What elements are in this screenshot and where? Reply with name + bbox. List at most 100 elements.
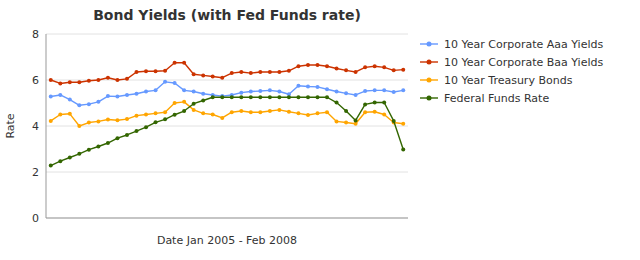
point — [296, 84, 300, 88]
point — [163, 117, 167, 121]
point — [325, 95, 329, 99]
point — [249, 95, 253, 99]
point — [77, 124, 81, 128]
point — [277, 108, 281, 112]
point — [192, 72, 196, 76]
point — [344, 109, 348, 113]
point — [296, 111, 300, 115]
point — [258, 89, 262, 93]
point — [382, 101, 386, 105]
point — [192, 90, 196, 94]
point — [373, 101, 377, 105]
point — [49, 95, 53, 99]
point — [173, 113, 177, 117]
point — [230, 95, 234, 99]
point — [68, 156, 72, 160]
point — [239, 91, 243, 95]
point — [306, 113, 310, 117]
plot-area — [49, 61, 405, 168]
grid — [46, 34, 408, 218]
legend-label: 10 Year Corporate Aaa Yields — [444, 38, 603, 51]
point — [211, 75, 215, 79]
point — [239, 95, 243, 99]
point — [316, 85, 320, 89]
point — [201, 92, 205, 96]
point — [335, 119, 339, 123]
point — [106, 76, 110, 80]
point — [325, 110, 329, 114]
point — [277, 95, 281, 99]
point — [268, 70, 272, 74]
series-line — [51, 102, 403, 126]
point — [173, 61, 177, 65]
point — [106, 141, 110, 145]
point — [201, 73, 205, 77]
point — [115, 118, 119, 122]
point — [258, 95, 262, 99]
grid-line — [46, 218, 408, 219]
point — [354, 93, 358, 97]
point — [373, 110, 377, 114]
point — [230, 110, 234, 114]
point — [163, 110, 167, 114]
point — [392, 119, 396, 123]
legend-item: 10 Year Treasury Bonds — [420, 74, 573, 87]
point — [268, 95, 272, 99]
point — [306, 84, 310, 88]
grid-line — [46, 126, 408, 127]
point — [363, 65, 367, 69]
series — [49, 95, 405, 167]
y-tick-label: 0 — [32, 212, 39, 225]
point — [220, 76, 224, 80]
series — [49, 100, 405, 128]
legend-item: 10 Year Corporate Baa Yields — [420, 56, 603, 69]
point — [87, 79, 91, 83]
y-tick-label: 8 — [32, 28, 39, 41]
point — [163, 80, 167, 84]
point — [163, 69, 167, 73]
point — [277, 70, 281, 74]
point — [192, 102, 196, 106]
point — [68, 98, 72, 102]
point — [220, 116, 224, 120]
point — [144, 113, 148, 117]
point — [344, 91, 348, 95]
point — [115, 78, 119, 82]
point — [220, 95, 224, 99]
point — [249, 71, 253, 75]
point — [335, 101, 339, 105]
point — [182, 109, 186, 113]
x-axis — [46, 218, 408, 219]
point — [277, 90, 281, 94]
point — [382, 88, 386, 92]
point — [258, 70, 262, 74]
point — [125, 77, 129, 81]
x-axis-label: Date Jan 2005 - Feb 2008 — [157, 234, 297, 247]
point — [296, 64, 300, 68]
point — [125, 117, 129, 121]
point — [106, 94, 110, 98]
point — [173, 101, 177, 105]
point — [268, 88, 272, 92]
series-line — [51, 97, 403, 165]
point — [96, 119, 100, 123]
point — [401, 68, 405, 72]
legend: 10 Year Corporate Aaa Yields 10 Year Corp… — [420, 38, 603, 105]
y-tick-label: 6 — [32, 74, 39, 87]
point — [173, 81, 177, 85]
point — [382, 113, 386, 117]
point — [58, 93, 62, 97]
series-line — [51, 63, 403, 84]
point — [306, 63, 310, 67]
point — [96, 100, 100, 104]
point — [182, 61, 186, 65]
legend-marker — [427, 78, 432, 83]
point — [363, 89, 367, 93]
point — [144, 125, 148, 129]
point — [344, 68, 348, 72]
legend-item: Federal Funds Rate — [420, 92, 549, 105]
point — [201, 111, 205, 115]
point — [392, 68, 396, 72]
point — [144, 90, 148, 94]
point — [382, 65, 386, 69]
